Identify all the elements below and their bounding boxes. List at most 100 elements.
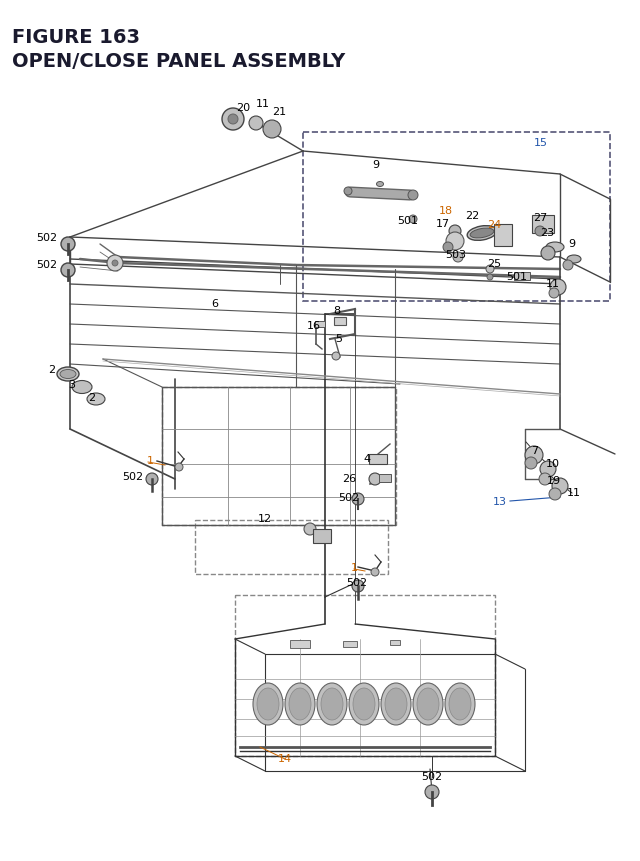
Text: 9: 9 xyxy=(568,238,575,249)
Text: 502: 502 xyxy=(346,578,367,587)
Text: 503: 503 xyxy=(445,250,467,260)
Text: 4: 4 xyxy=(364,454,371,463)
Text: 10: 10 xyxy=(546,458,560,468)
Bar xyxy=(369,455,387,464)
Text: 25: 25 xyxy=(487,258,501,269)
Bar xyxy=(343,641,357,647)
Circle shape xyxy=(525,457,537,469)
Bar xyxy=(290,641,310,648)
Text: 12: 12 xyxy=(258,513,272,523)
Ellipse shape xyxy=(353,688,375,720)
Text: 501: 501 xyxy=(506,272,527,282)
Circle shape xyxy=(425,785,439,799)
Circle shape xyxy=(525,447,543,464)
Text: 1: 1 xyxy=(147,455,154,466)
Ellipse shape xyxy=(445,684,475,725)
Circle shape xyxy=(549,288,559,299)
Ellipse shape xyxy=(317,684,347,725)
Ellipse shape xyxy=(72,381,92,394)
Circle shape xyxy=(446,232,464,251)
Text: 11: 11 xyxy=(256,99,270,108)
Text: 2: 2 xyxy=(88,393,95,403)
Bar xyxy=(303,133,610,301)
Circle shape xyxy=(175,463,183,472)
Circle shape xyxy=(539,474,551,486)
Text: 13: 13 xyxy=(493,497,507,506)
Circle shape xyxy=(344,188,352,195)
Ellipse shape xyxy=(60,370,76,379)
Ellipse shape xyxy=(385,688,407,720)
Text: 20: 20 xyxy=(236,102,250,113)
Text: 1: 1 xyxy=(351,562,358,573)
Text: 18: 18 xyxy=(439,206,453,216)
Ellipse shape xyxy=(417,688,439,720)
Circle shape xyxy=(249,117,263,131)
Text: 21: 21 xyxy=(272,107,286,117)
Circle shape xyxy=(146,474,158,486)
Circle shape xyxy=(563,261,573,270)
Circle shape xyxy=(487,275,493,281)
Circle shape xyxy=(369,474,381,486)
Ellipse shape xyxy=(381,684,411,725)
Text: 502: 502 xyxy=(421,771,443,781)
Circle shape xyxy=(408,191,418,201)
Bar xyxy=(315,322,325,328)
Text: 502: 502 xyxy=(36,260,58,269)
Ellipse shape xyxy=(376,183,383,188)
Text: 9: 9 xyxy=(372,160,380,170)
Ellipse shape xyxy=(321,688,343,720)
Circle shape xyxy=(443,243,453,253)
Text: FIGURE 163: FIGURE 163 xyxy=(12,28,140,47)
Circle shape xyxy=(228,115,238,125)
Text: 27: 27 xyxy=(533,213,547,223)
Ellipse shape xyxy=(285,684,315,725)
Circle shape xyxy=(486,266,494,274)
Text: 7: 7 xyxy=(531,445,539,455)
Text: 5: 5 xyxy=(335,333,342,344)
Bar xyxy=(162,387,396,525)
Circle shape xyxy=(352,580,364,592)
Bar xyxy=(235,595,495,756)
Ellipse shape xyxy=(546,243,564,253)
Bar xyxy=(313,530,331,543)
Text: 22: 22 xyxy=(465,211,479,220)
Ellipse shape xyxy=(87,393,105,406)
Text: 14: 14 xyxy=(278,753,292,763)
Bar xyxy=(379,474,391,482)
Ellipse shape xyxy=(470,229,494,238)
Text: 19: 19 xyxy=(547,475,561,486)
Ellipse shape xyxy=(253,684,283,725)
Circle shape xyxy=(540,461,556,478)
Text: 23: 23 xyxy=(540,228,554,238)
Ellipse shape xyxy=(413,684,443,725)
Text: 2: 2 xyxy=(49,364,56,375)
Circle shape xyxy=(304,523,316,536)
Circle shape xyxy=(541,247,555,261)
Circle shape xyxy=(371,568,379,576)
Circle shape xyxy=(535,226,545,237)
Circle shape xyxy=(352,493,364,505)
Text: 8: 8 xyxy=(333,306,340,316)
Circle shape xyxy=(552,479,568,494)
Ellipse shape xyxy=(467,226,497,241)
Text: 502: 502 xyxy=(122,472,143,481)
Circle shape xyxy=(332,353,340,361)
Ellipse shape xyxy=(289,688,311,720)
Circle shape xyxy=(61,238,75,251)
Ellipse shape xyxy=(567,256,581,263)
Text: 11: 11 xyxy=(546,279,560,288)
Text: 11: 11 xyxy=(567,487,581,498)
Bar xyxy=(390,640,400,645)
Text: 501: 501 xyxy=(397,216,419,226)
Text: 26: 26 xyxy=(342,474,356,483)
Bar xyxy=(514,273,530,281)
Text: 17: 17 xyxy=(436,219,450,229)
Ellipse shape xyxy=(449,688,471,720)
Text: 6: 6 xyxy=(211,299,218,308)
Circle shape xyxy=(61,263,75,278)
Circle shape xyxy=(453,253,463,263)
Bar xyxy=(494,225,512,247)
Circle shape xyxy=(263,121,281,139)
Circle shape xyxy=(449,226,461,238)
Ellipse shape xyxy=(349,684,379,725)
